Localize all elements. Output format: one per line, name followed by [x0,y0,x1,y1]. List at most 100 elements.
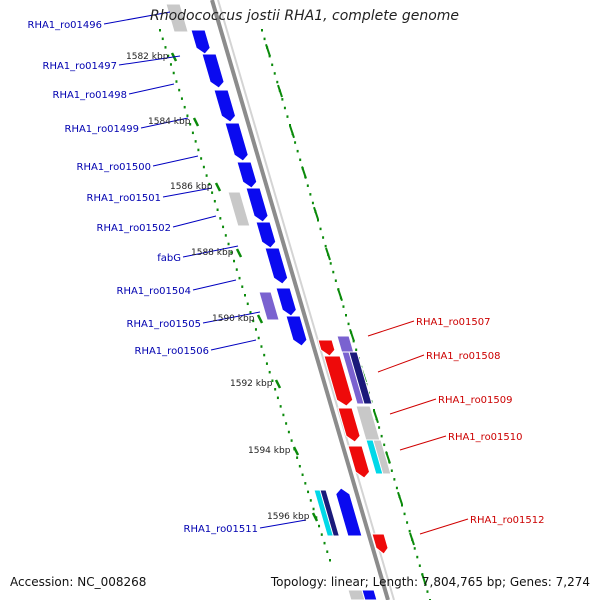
gene-hypothetical-bottom [347,589,366,600]
gene-label-right: RHA1_ro01507 [416,317,491,328]
scale-dot-left [249,311,252,314]
leader-line-left [172,215,217,228]
scale-dot-left [326,550,329,553]
gene-forward-ro01498 [213,89,237,123]
scale-dot-left [216,208,219,212]
leader-line-right [377,354,425,373]
scale-dot-left [274,388,277,391]
scale-dot-right [345,314,347,317]
scale-dot-left [252,319,255,323]
leader-line-right [419,518,469,535]
scale-dot-right [294,141,297,144]
scale-dot-left [175,80,178,83]
gene-label-left: RHA1_ro01496 [28,20,103,31]
scale-dot-right [296,149,299,153]
scale-dot-right [276,80,279,84]
scale-dot-left [263,353,266,357]
gene-label-left: RHA1_ro01499 [65,124,140,135]
gene-label-left: RHA1_ro01497 [43,61,118,72]
scale-dot-right [319,227,322,231]
scale-dot-right [416,555,419,559]
scale-label: 1584 kbp [148,117,191,127]
scale-dot-right [271,63,274,67]
topology-summary: Topology: linear; Length: 7,804,765 bp; … [270,575,590,589]
scale-dot-left [208,182,211,186]
scale-dash-right [277,84,283,98]
scale-label: 1586 kbp [170,182,213,192]
scale-dot-left [304,482,307,485]
scale-label: 1596 kbp [267,512,310,522]
scale-dot-right [324,244,327,248]
gene-label-left: RHA1_ro01511 [184,524,259,535]
scale-dot-right [406,521,409,524]
scale-dot-right [408,529,411,533]
leader-line-left [162,187,213,198]
scale-dot-right [401,504,403,507]
gene-label-left: RHA1_ro01501 [87,193,162,204]
gene-forward-ro01505 [275,287,297,317]
scale-dot-left [178,88,181,92]
scale-dot-left [318,524,321,528]
genome-title: Rhodococcus jostii RHA1, complete genome [150,8,460,24]
scale-dot-right [355,348,358,352]
scale-dot-left [186,114,189,117]
scale-dot-left [235,268,238,271]
scale-dot-right [332,270,335,274]
scale-dot-right [299,158,302,162]
scale-dot-left [219,217,222,220]
accession-label: Accession: NC_008268 [10,575,147,589]
scale-major-tick [214,182,222,192]
scale-dot-left [183,105,186,109]
scale-dot-left [244,294,246,297]
scale-dot-left [260,345,263,348]
scale-dot-left [164,46,167,49]
scale-dot-left [312,507,315,511]
gene-forward-ro01497 [201,53,225,89]
scale-dot-left [194,140,197,143]
scale-dot-left [271,379,274,382]
scale-major-tick [274,379,282,389]
scale-major-tick [292,446,300,456]
scale-dot-left [169,63,172,66]
gene-purple-ro01505 [258,291,280,321]
scale-dot-left [224,234,227,237]
scale-dot-right [261,29,263,32]
scale-dot-left [205,174,208,177]
scale-dot-left [189,123,192,126]
leader-line-right [367,320,415,337]
gene-label-right: RHA1_ro01512 [470,515,545,526]
gene-reverse-ro01512 [371,533,389,555]
scale-label: 1592 kbp [230,379,273,389]
gene-label-left: RHA1_ro01504 [117,286,192,297]
scale-dot-left [200,157,203,160]
gene-label-left: RHA1_ro01498 [53,90,128,101]
scale-dot-right [273,72,276,75]
scale-dot-left [287,430,290,434]
gene-label-right: RHA1_ro01510 [448,432,523,443]
scale-dash-right [325,247,331,261]
scale-dot-right [309,193,312,196]
scale-major-tick [235,248,243,258]
scale-dot-right [390,469,393,472]
scale-dash-right [397,491,403,505]
scale-dot-left [298,464,301,468]
leader-line-left [103,11,171,25]
gene-label-right: RHA1_ro01508 [426,351,501,362]
backbone-line [210,0,390,600]
leader-line-left [192,279,237,291]
gene-label-right: RHA1_ro01509 [438,395,513,406]
scale-dash-right [421,573,427,586]
scale-dot-right [334,279,337,282]
scale-dot-right [317,219,319,222]
scale-dot-right [286,115,289,118]
scale-dot-left [161,37,164,41]
scale-dot-right [403,512,406,516]
scale-dot-right [347,322,350,326]
leader-line-left [140,117,189,129]
gene-label-left: fabG [157,253,181,264]
scale-dot-right [426,590,429,593]
scale-dot-left [307,490,310,494]
scale-dot-left [323,541,326,545]
leader-line-right [389,398,437,415]
scale-dot-left [282,413,285,417]
